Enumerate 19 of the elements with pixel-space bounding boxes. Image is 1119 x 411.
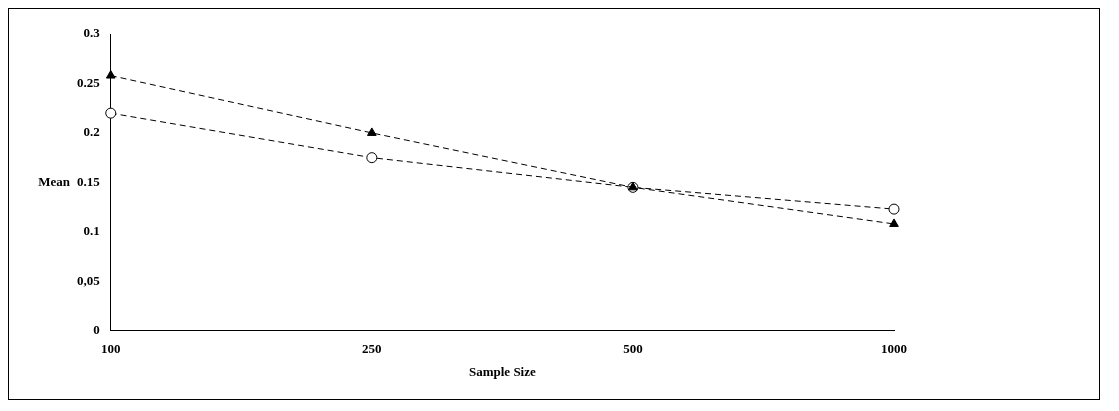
x-tick-label: 1000: [881, 340, 907, 356]
y-tick-label: 0.15: [77, 173, 101, 189]
y-tick-label: 0.25: [77, 74, 101, 90]
point: [105, 70, 116, 79]
point: [889, 218, 899, 227]
x-axis-title: Sample Size: [468, 363, 536, 379]
y-axis-title: Mean: [38, 173, 71, 189]
y-tick-label: 0: [93, 322, 100, 338]
point: [888, 203, 900, 215]
x-tick-label: 500: [623, 340, 643, 356]
y-tick-label: 0.2: [83, 124, 100, 140]
point: [366, 152, 378, 164]
y-tick-label: 0,05: [77, 272, 101, 288]
x-tick-label: 100: [101, 340, 121, 356]
y-tick-label: 0.3: [83, 25, 101, 41]
point: [367, 127, 377, 136]
point: [105, 107, 117, 119]
y-tick-label: 0.1: [83, 223, 100, 239]
x-tick-label: 250: [362, 340, 382, 356]
